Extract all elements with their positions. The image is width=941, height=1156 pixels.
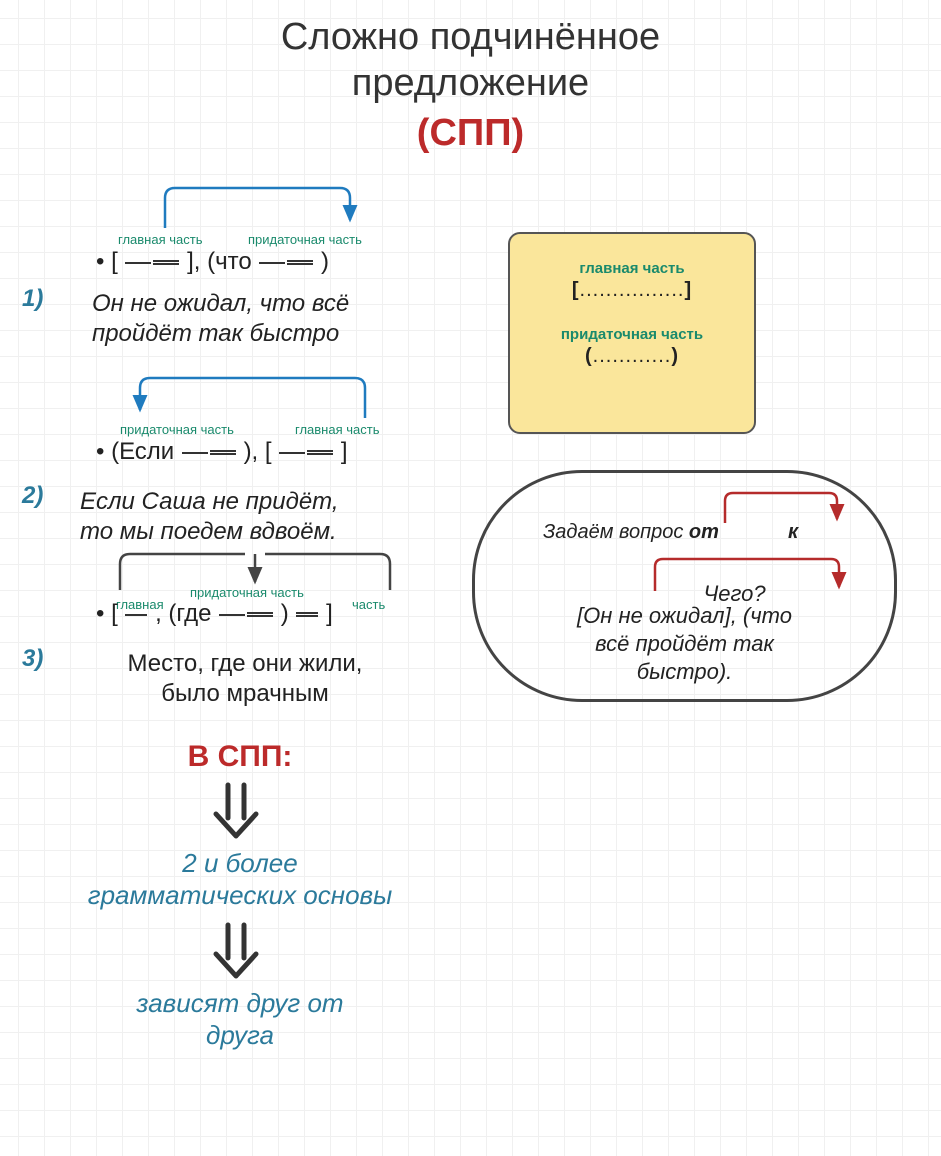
legend-sub-bracket: (............) [528,345,736,368]
legend-main-label: главная часть [528,260,736,277]
schema-3-close: ] [326,600,333,627]
example-1-text-l1: Он не ожидал, что всё [92,290,402,318]
example-3-label-sub: придаточная часть [190,585,304,600]
schema-1-close: ) [321,248,329,275]
example-3-text-l1: Место, где они жили, [80,650,410,678]
legend-main-bracket: [................] [528,279,736,302]
example-number-2: 2) [22,482,43,510]
question-line1-b: от [689,521,719,543]
example-number-3: 3) [22,645,43,673]
example-3-label-b: часть [352,597,385,612]
double-arrow-2-icon [210,920,270,980]
title-line-2: предложение [0,62,941,105]
example-1-label-main: главная часть [118,232,202,247]
legend-main-close: ] [684,279,692,301]
schema-2-open: • (Если [96,438,174,465]
example-1-text-l2: пройдёт так быстро [92,320,402,348]
example-number-1: 1) [22,285,43,313]
question-example-l2: всё пройдёт так [475,631,894,657]
example-2-text-l2: то мы поедем вдвоём. [80,518,410,546]
schema-1-open: • [ [96,248,118,275]
bottom-line3: зависят друг от [60,988,420,1019]
question-example-l3: быстро). [475,659,894,685]
double-arrow-1-icon [210,780,270,840]
example-2-schema: • (Если ), [ ] [96,438,348,466]
legend-box: главная часть [................] придато… [508,232,756,434]
example-1-schema: • [ ], (что ) [96,248,329,276]
legend-sub-close: ) [671,345,679,367]
legend-main-open: [ [572,279,580,301]
bottom-line1: 2 и более [60,848,420,879]
legend-sub-label: придаточная часть [528,326,736,343]
schema-3-mid1: , (где [155,600,211,627]
schema-3-mid2: ) [281,600,289,627]
arrow-2-icon [130,370,390,420]
example-1-label-sub: придаточная часть [248,232,362,247]
question-line1-a: Задаём вопрос [543,521,689,543]
legend-main-fill: ................ [580,279,685,301]
bottom-line4: друга [60,1020,420,1051]
schema-3-open: • [ [96,600,118,627]
schema-1-mid: ], (что [187,248,252,275]
title-line-1: Сложно подчинённое [0,16,941,59]
example-2-text-l1: Если Саша не придёт, [80,488,410,516]
bottom-header: В СПП: [100,740,380,774]
legend-sub-open: ( [585,345,593,367]
arrow-1-icon [155,180,385,230]
example-2-label-main: главная часть [295,422,379,437]
question-line1: Задаём вопрос от к [543,521,798,544]
schema-2-mid: ), [ [244,438,272,465]
example-3-schema: • [ , (где ) ] [96,600,333,628]
bottom-line2: грамматических основы [60,880,420,911]
title-abbr: (СПП) [0,112,941,155]
example-3-text-l2: было мрачным [80,680,410,708]
example-2-label-sub: придаточная часть [120,422,234,437]
question-box: Задаём вопрос от к Чего? [Он не ожидал],… [472,470,897,702]
schema-2-close: ] [341,438,348,465]
question-example-l1: [Он не ожидал], (что [475,603,894,629]
legend-sub-fill: ............ [593,345,672,367]
question-line1-c: к [788,521,798,543]
